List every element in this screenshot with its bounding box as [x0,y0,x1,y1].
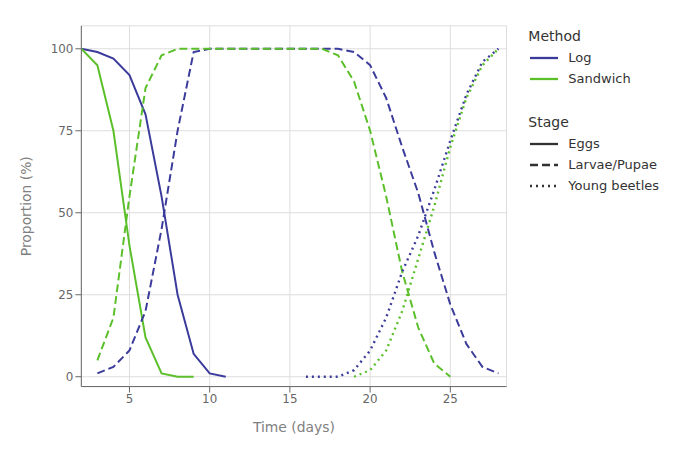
svg-text:100: 100 [51,42,74,56]
svg-text:Time (days): Time (days) [252,419,335,435]
html-text:Young beetles: Young beetles [568,178,660,193]
svg-text:10: 10 [202,392,217,406]
html-text:Eggs: Eggs [568,136,600,151]
html-text:Log: Log [568,50,592,65]
svg-text:75: 75 [58,124,73,138]
html-text:Method: Method [528,28,581,44]
html-text:Sandwich: Sandwich [568,71,631,86]
svg-text:25: 25 [58,288,73,302]
svg-text:50: 50 [58,206,73,220]
svg-text:0: 0 [66,370,74,384]
html-text:Larvae/Pupae: Larvae/Pupae [568,157,657,172]
svg-text:5: 5 [126,392,134,406]
svg-text:25: 25 [443,392,458,406]
svg-text:Proportion (%): Proportion (%) [18,156,34,256]
svg-text:20: 20 [363,392,378,406]
svg-text:15: 15 [282,392,297,406]
html-text:Stage: Stage [528,114,569,130]
